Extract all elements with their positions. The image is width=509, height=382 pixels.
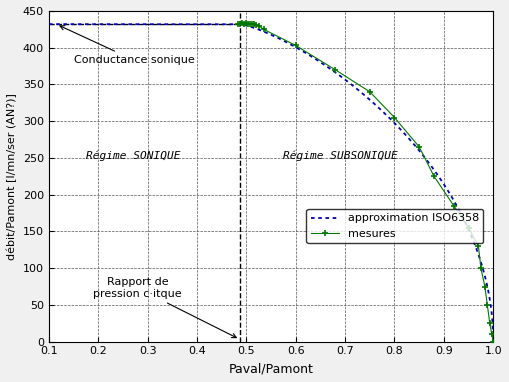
Y-axis label: débit/Pamont [l/mn/ser (AN?)]: débit/Pamont [l/mn/ser (AN?)]	[7, 93, 17, 260]
Legend: approximation ISO6358, mesures: approximation ISO6358, mesures	[306, 209, 483, 243]
Text: Conductance sonique: Conductance sonique	[60, 26, 194, 65]
X-axis label: Paval/Pamont: Paval/Pamont	[229, 362, 314, 375]
Text: Régime SUBSONIQUE: Régime SUBSONIQUE	[283, 151, 398, 161]
Text: Régime SONIQUE: Régime SONIQUE	[86, 151, 180, 161]
Text: Rapport de
pression c·itque: Rapport de pression c·itque	[94, 277, 236, 338]
